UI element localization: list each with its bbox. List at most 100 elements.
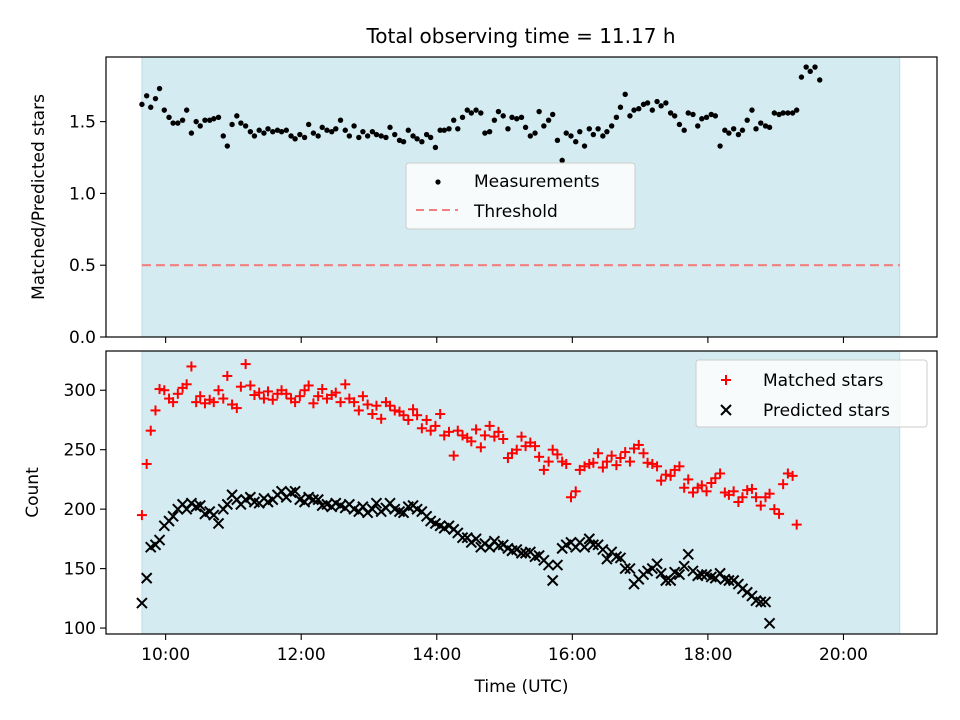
predicted-star-marker <box>587 539 600 551</box>
measurement-point <box>432 144 439 151</box>
matched-star-marker <box>371 400 382 411</box>
matched-star-marker <box>543 456 554 467</box>
measurement-point <box>324 127 330 133</box>
measurement-point <box>274 127 281 133</box>
cross-stroke <box>136 597 148 609</box>
matched-star-marker <box>416 423 427 434</box>
measurement-point <box>780 110 786 116</box>
cross-stroke <box>578 541 591 553</box>
matched-star-marker <box>601 456 612 467</box>
measurement-point <box>156 85 163 92</box>
matched-star-marker <box>570 486 581 497</box>
cross-stroke <box>655 567 667 580</box>
measurement-point <box>573 139 579 145</box>
matched-star-marker <box>330 387 341 398</box>
matched-star-marker <box>191 397 202 408</box>
measurement-point <box>175 120 181 126</box>
matched-star-marker <box>530 441 541 452</box>
cross-stroke <box>515 547 528 559</box>
measurement-point <box>644 100 651 106</box>
measurement-point <box>789 110 796 116</box>
predicted-legend-label: Predicted stars <box>763 401 890 421</box>
matched-star-marker <box>159 385 170 396</box>
measurement-point <box>342 127 348 133</box>
counts-panel: 100 150 200 250 300 10:00 12:00 14:00 16:00 18:0… <box>23 350 938 697</box>
matched-star-marker <box>597 462 608 473</box>
matched-star-marker <box>448 450 459 461</box>
measurement-point <box>685 110 691 116</box>
measurement-point <box>722 127 728 133</box>
matched-star-marker <box>281 388 292 399</box>
cross-stroke <box>610 551 623 563</box>
matched-star-marker <box>769 504 780 515</box>
cross-stroke <box>167 510 179 522</box>
predicted-star-marker <box>601 553 613 565</box>
measurement-point <box>663 100 669 106</box>
measurement-point <box>315 133 321 139</box>
measurement-points <box>139 64 823 164</box>
matched-star-marker <box>412 410 423 421</box>
matched-star-marker <box>687 487 698 498</box>
measurement-point <box>215 114 222 121</box>
matched-star-marker <box>313 391 324 402</box>
measurement-point <box>712 113 719 119</box>
measurement-point <box>410 133 416 139</box>
measurement-point <box>383 134 389 141</box>
cross-stroke <box>664 574 677 587</box>
count-y-tick-label: 300 <box>64 381 96 401</box>
measurement-point <box>500 113 506 119</box>
time-x-tick-label: 12:00 <box>277 645 326 665</box>
measurement-point <box>265 126 271 132</box>
cross-stroke <box>289 485 301 498</box>
measurement-point <box>649 107 656 113</box>
measurement-point <box>346 133 353 139</box>
measurement-point <box>297 131 303 138</box>
measurement-point <box>486 128 493 135</box>
measurement-point <box>785 110 791 116</box>
matched-star-marker <box>154 384 165 395</box>
matched-star-marker <box>471 424 482 435</box>
count-y-tick-label: 100 <box>64 619 96 639</box>
matched-star-marker <box>389 405 400 416</box>
measurement-point <box>437 127 443 133</box>
figure-title: Total observing time = 11.17 h <box>365 24 675 48</box>
counts-legend: Matched stars Predicted stars <box>695 359 928 428</box>
measurement-point <box>690 111 696 118</box>
measurement-point <box>631 107 637 113</box>
measurement-point <box>319 124 325 131</box>
measurement-point <box>749 107 755 113</box>
matched-star-marker <box>751 492 762 503</box>
predicted-star-marker <box>763 617 776 630</box>
measurement-point <box>604 128 610 135</box>
predicted-marker-glyph <box>720 404 732 416</box>
matched-star-marker <box>443 426 454 437</box>
measurement-point <box>468 110 475 116</box>
measurement-point <box>405 127 412 133</box>
matched-star-marker <box>240 359 251 370</box>
measurement-point <box>654 98 660 105</box>
matched-star-markers <box>136 359 802 530</box>
measurement-point <box>640 101 647 108</box>
matched-star-marker <box>588 457 599 468</box>
predicted-star-marker <box>755 596 767 608</box>
matched-star-marker <box>172 388 183 399</box>
measurement-point <box>419 139 425 145</box>
cross-stroke <box>429 517 442 530</box>
matched-star-marker <box>290 397 301 408</box>
measurement-point <box>522 124 529 131</box>
predicted-star-marker <box>673 568 686 581</box>
measurement-point <box>364 133 371 139</box>
predicted-star-marker <box>289 485 301 498</box>
measurement-point <box>798 74 805 80</box>
matched-star-marker <box>235 381 246 392</box>
measurement-point <box>400 139 407 145</box>
cross-stroke <box>668 566 681 578</box>
measurement-point <box>509 114 515 121</box>
measurement-point <box>143 93 150 99</box>
matched-star-marker <box>475 442 486 453</box>
count-y-tick-label: 200 <box>64 500 96 520</box>
measurement-point <box>414 136 420 142</box>
measurement-point <box>333 126 339 132</box>
predicted-star-marker <box>651 558 663 570</box>
matched-star-marker <box>484 420 495 431</box>
